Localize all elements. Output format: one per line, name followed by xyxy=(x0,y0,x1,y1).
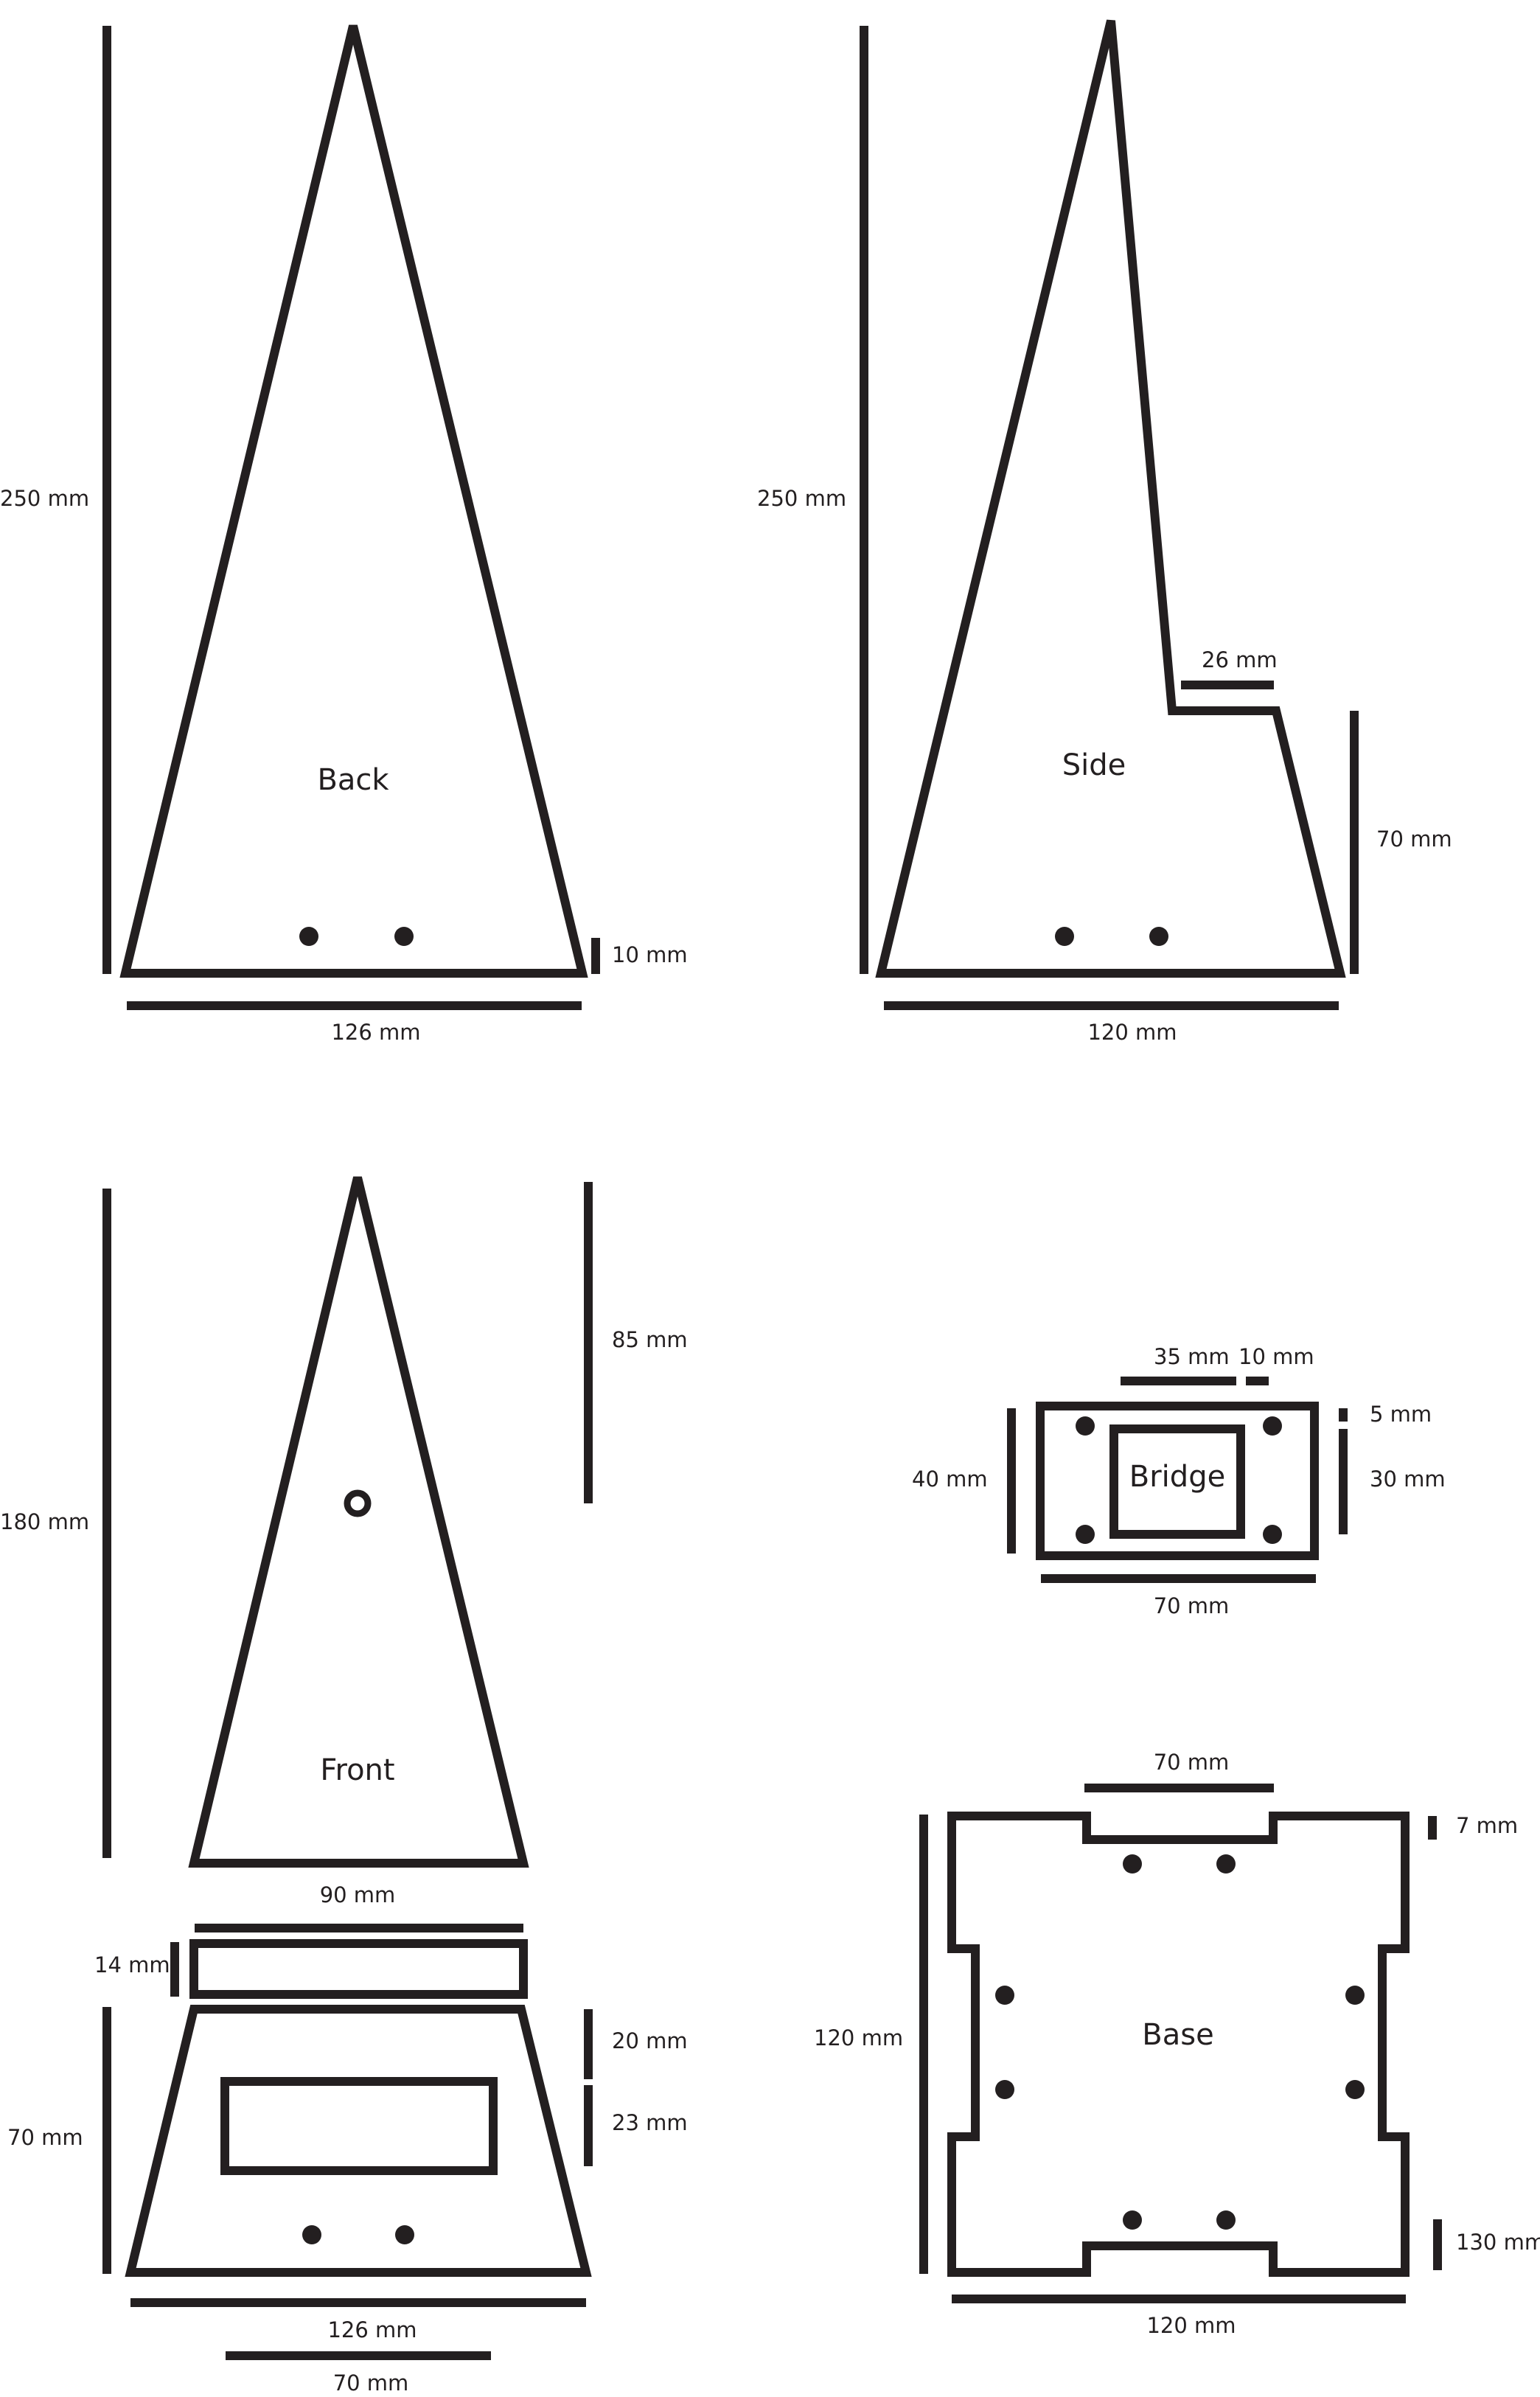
front-lower-outline xyxy=(125,2005,592,2277)
side-width-label: 120 mm xyxy=(1087,1020,1177,1045)
side-hole-left xyxy=(1055,927,1074,946)
base-hole-left-upper xyxy=(995,1986,1014,2005)
base-hole-left-lower xyxy=(995,2080,1014,2099)
front-ring-hole xyxy=(344,1489,372,1517)
front-width-label: 90 mm xyxy=(320,1882,396,1907)
bridge-width-label: 70 mm xyxy=(1154,1593,1230,1618)
base-hole-right-lower xyxy=(1345,2080,1365,2099)
side-piece: 250 mm 26 mm 70 mm 120 mm Side xyxy=(757,19,1452,1045)
base-width-label: 120 mm xyxy=(1146,2313,1236,2338)
side-hole-right xyxy=(1149,927,1168,946)
base-hole-bottom-right xyxy=(1216,2210,1236,2230)
front-lower-hole-left xyxy=(302,2225,321,2244)
back-hole-right xyxy=(394,927,414,946)
back-width-label: 126 mm xyxy=(331,1020,420,1045)
bridge-height-label: 40 mm xyxy=(912,1467,988,1492)
bridge-hole-bottom-left xyxy=(1076,1525,1095,1544)
side-title: Side xyxy=(1062,748,1126,782)
bridge-inner-height-label: 30 mm xyxy=(1370,1467,1446,1492)
front-piece: 180 mm 85 mm Front 90 mm 14 mm 70 mm 20 … xyxy=(0,1176,688,2396)
bridge-title: Bridge xyxy=(1129,1460,1225,1494)
base-side-dim-label: 130 mm xyxy=(1456,2230,1540,2255)
bridge-hole-bottom-right xyxy=(1263,1525,1282,1544)
base-piece: 70 mm 7 mm 120 mm 130 mm 120 mm Base xyxy=(814,1750,1540,2338)
bridge-inner-outline xyxy=(1109,1424,1245,1539)
front-triangle-outline xyxy=(188,1176,529,1868)
bridge-outer-outline xyxy=(1036,1402,1319,1560)
side-outline xyxy=(875,19,1346,978)
front-window-top-label: 20 mm xyxy=(612,2028,688,2053)
base-height-label: 120 mm xyxy=(814,2025,903,2050)
bridge-margin-label: 5 mm xyxy=(1370,1402,1432,1427)
back-height-label: 250 mm xyxy=(0,486,89,511)
front-base-width-label: 126 mm xyxy=(327,2317,417,2342)
front-lower-height-label: 70 mm xyxy=(7,2125,83,2150)
front-window-height-label: 23 mm xyxy=(612,2110,688,2135)
bridge-inner-width-label: 35 mm xyxy=(1154,1344,1230,1369)
base-tab-depth-label: 7 mm xyxy=(1456,1813,1518,1838)
base-hole-top-left xyxy=(1123,1854,1142,1874)
front-height-label: 180 mm xyxy=(0,1509,89,1534)
back-hole-offset-label: 10 mm xyxy=(612,942,688,967)
base-title: Base xyxy=(1142,2018,1213,2052)
base-hole-top-right xyxy=(1216,1854,1236,1874)
base-outline xyxy=(947,1812,1410,2277)
front-window-outline xyxy=(220,2077,498,2175)
base-hole-bottom-left xyxy=(1123,2210,1142,2230)
front-tab-width-label: 70 mm xyxy=(333,2370,409,2396)
front-title: Front xyxy=(320,1753,394,1787)
base-hole-right-upper xyxy=(1345,1986,1365,2005)
side-lower-height-label: 70 mm xyxy=(1376,827,1452,852)
front-strip-height-label: 14 mm xyxy=(94,1952,170,1977)
back-outline xyxy=(119,24,588,978)
front-upper-height-label: 85 mm xyxy=(612,1327,688,1352)
back-title: Back xyxy=(317,763,389,797)
back-piece: 250 mm 10 mm 126 mm Back xyxy=(0,24,688,1045)
bridge-gap-label: 10 mm xyxy=(1238,1344,1314,1369)
front-lower-hole-right xyxy=(395,2225,414,2244)
bridge-piece: 35 mm 10 mm 5 mm 40 mm 30 mm 70 mm Bridg… xyxy=(912,1344,1446,1618)
side-height-label: 250 mm xyxy=(757,486,846,511)
base-tab-width-label: 70 mm xyxy=(1154,1750,1230,1775)
side-notch-label: 26 mm xyxy=(1202,647,1278,672)
back-hole-left xyxy=(299,927,318,946)
front-strip-outline xyxy=(189,1939,528,1999)
bridge-hole-top-left xyxy=(1076,1416,1095,1436)
bridge-hole-top-right xyxy=(1263,1416,1282,1436)
